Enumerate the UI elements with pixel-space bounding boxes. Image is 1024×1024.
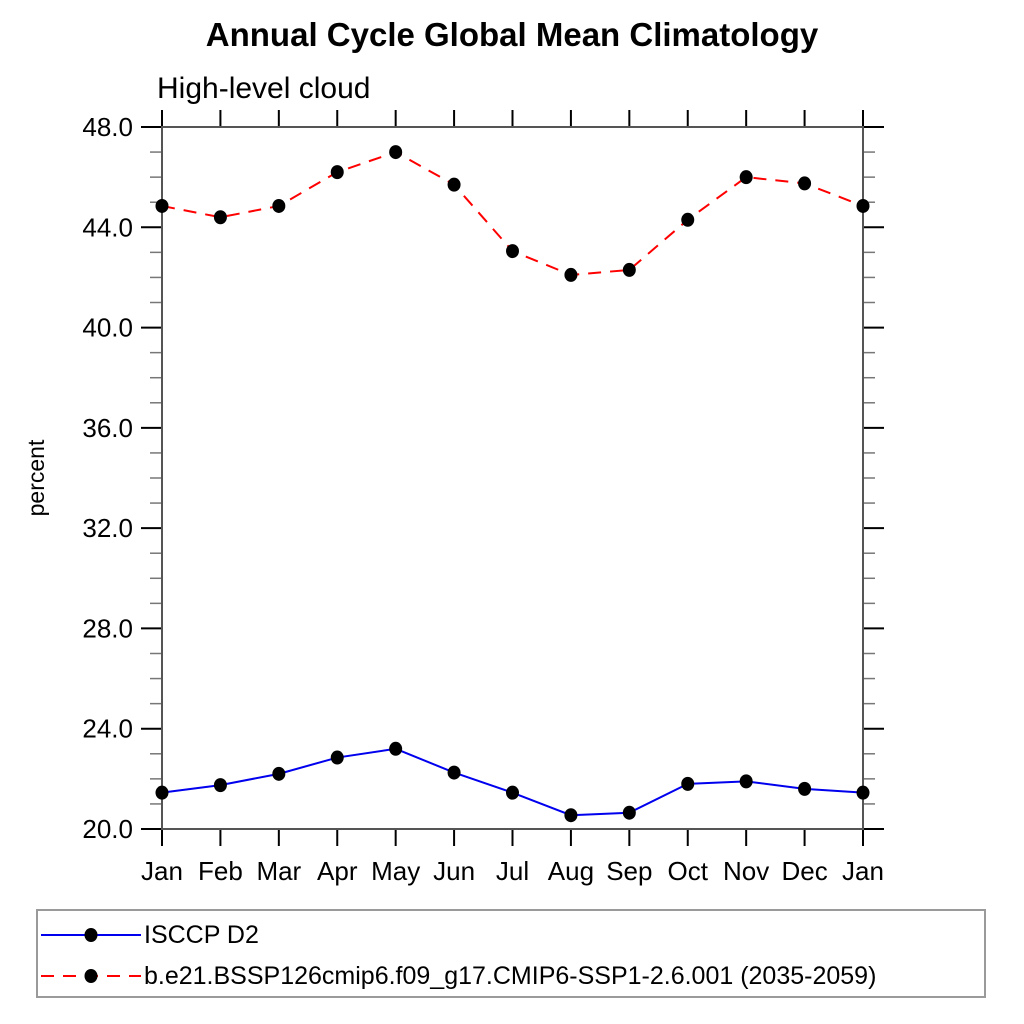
y-tick-label: 44.0	[82, 212, 133, 242]
series-marker-0	[155, 785, 169, 800]
plot-frame	[161, 126, 864, 830]
y-axis-title: percent	[23, 439, 49, 516]
x-tick-label: Jan	[842, 856, 884, 886]
legend-marker-icon	[84, 969, 98, 983]
x-tick-label: Mar	[256, 856, 301, 886]
x-tick-label: Jun	[433, 856, 475, 886]
y-tick-label: 48.0	[82, 112, 133, 142]
series-marker-1	[564, 267, 578, 282]
series-marker-1	[213, 210, 227, 225]
series-marker-1	[622, 262, 636, 277]
series-marker-1	[330, 165, 344, 180]
y-tick-label: 36.0	[82, 413, 133, 443]
series-marker-1	[155, 198, 169, 213]
series-marker-0	[506, 785, 519, 800]
series-marker-0	[389, 741, 403, 756]
legend-marker-icon	[84, 928, 98, 942]
x-tick-label: Apr	[317, 856, 358, 886]
y-tick-label: 40.0	[82, 313, 133, 343]
x-tick-label: Jul	[496, 856, 529, 886]
series-marker-0	[798, 781, 812, 796]
series-marker-0	[330, 750, 344, 765]
x-tick-label: Oct	[668, 856, 709, 886]
legend-label-obs: ISCCP D2	[144, 920, 259, 949]
series-marker-1	[447, 177, 461, 192]
series-marker-0	[272, 766, 286, 781]
x-tick-label: Nov	[723, 856, 769, 886]
x-tick-label: Dec	[781, 856, 827, 886]
series-marker-0	[681, 776, 695, 791]
series-marker-0	[213, 778, 227, 793]
x-tick-label: Aug	[548, 856, 594, 886]
series-marker-0	[447, 765, 461, 780]
legend-entry-model: b.e21.BSSP126cmip6.f09_g17.CMIP6-SSP1-2.…	[39, 956, 876, 996]
series-line-0	[161, 747, 864, 817]
legend: ISCCP D2 b.e21.BSSP126cmip6.f09_g17.CMIP…	[36, 909, 986, 998]
series-marker-0	[564, 808, 578, 823]
x-tick-label: May	[371, 856, 420, 886]
series-marker-1	[798, 176, 812, 191]
series-marker-1	[856, 198, 870, 213]
series-marker-1	[389, 145, 403, 160]
chart-subtitle: High-level cloud	[157, 72, 371, 105]
series-marker-1	[506, 244, 519, 259]
y-tick-label: 28.0	[82, 613, 133, 643]
series-marker-1	[272, 198, 286, 213]
legend-line-sample-model	[41, 969, 141, 983]
series-marker-1	[681, 212, 695, 227]
legend-line-sample-obs	[41, 928, 141, 942]
y-tick-label: 24.0	[82, 714, 133, 744]
legend-entry-obs: ISCCP D2	[39, 915, 259, 955]
series-marker-0	[622, 805, 636, 820]
x-tick-label: Sep	[606, 856, 652, 886]
x-tick-label: Jan	[141, 856, 183, 886]
legend-label-model: b.e21.BSSP126cmip6.f09_g17.CMIP6-SSP1-2.…	[144, 961, 877, 990]
chart-title: Annual Cycle Global Mean Climatology	[205, 16, 819, 53]
series-marker-0	[739, 774, 753, 789]
y-tick-label: 32.0	[82, 513, 133, 543]
y-tick-label: 20.0	[82, 814, 133, 844]
x-tick-label: Feb	[198, 856, 243, 886]
series-marker-1	[739, 170, 753, 185]
series-marker-0	[856, 785, 870, 800]
